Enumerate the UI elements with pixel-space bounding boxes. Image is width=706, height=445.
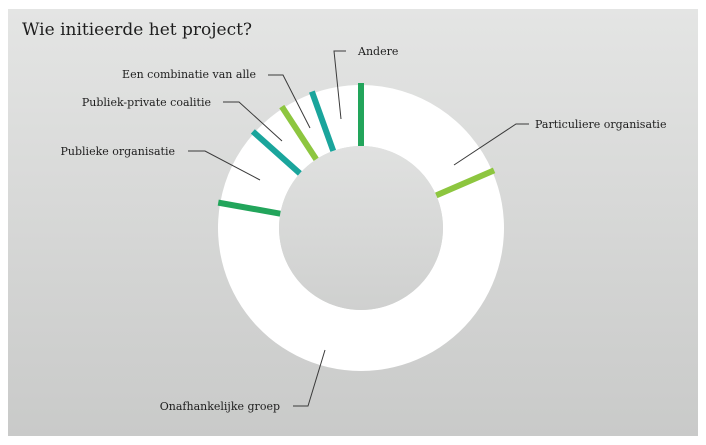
label-een-combinatie-van-alle: Een combinatie van alle	[122, 68, 256, 81]
slice-onafhankelijke-groep	[218, 171, 505, 371]
slice-publiek-private-coalitie	[254, 108, 317, 174]
leader-line	[188, 150, 261, 181]
label-publieke-organisatie: Publieke organisatie	[61, 145, 175, 158]
slice-particuliere-organisatie	[361, 85, 493, 196]
slice-separator	[250, 129, 302, 176]
leader-line	[223, 101, 283, 142]
slice-separator	[435, 167, 496, 199]
slice-separator	[309, 90, 337, 152]
chart-title: Wie initieerde het project?	[22, 20, 253, 40]
label-publiek-private-coalitie: Publiek-private coalitie	[82, 96, 211, 109]
leader-line	[268, 74, 311, 129]
donut-hole	[279, 146, 443, 310]
slice-separator	[217, 199, 281, 217]
label-andere: Andere	[357, 45, 398, 58]
leader-line	[333, 50, 346, 120]
leader-line	[453, 123, 529, 166]
label-particuliere-organisatie: Particuliere organisatie	[535, 118, 666, 131]
donut-chart: Particuliere organisatie Onafhankelijke g…	[61, 45, 667, 413]
chart-card: Wie initieerde het project? Particuliere…	[8, 9, 698, 436]
slice-andere	[312, 85, 361, 151]
slice-publieke-organisatie	[220, 132, 300, 214]
leader-line	[293, 349, 326, 407]
slice-een-combinatie-van-alle	[282, 93, 334, 160]
label-onafhankelijke-groep: Onafhankelijke groep	[160, 400, 280, 413]
slice-separator	[279, 104, 319, 161]
